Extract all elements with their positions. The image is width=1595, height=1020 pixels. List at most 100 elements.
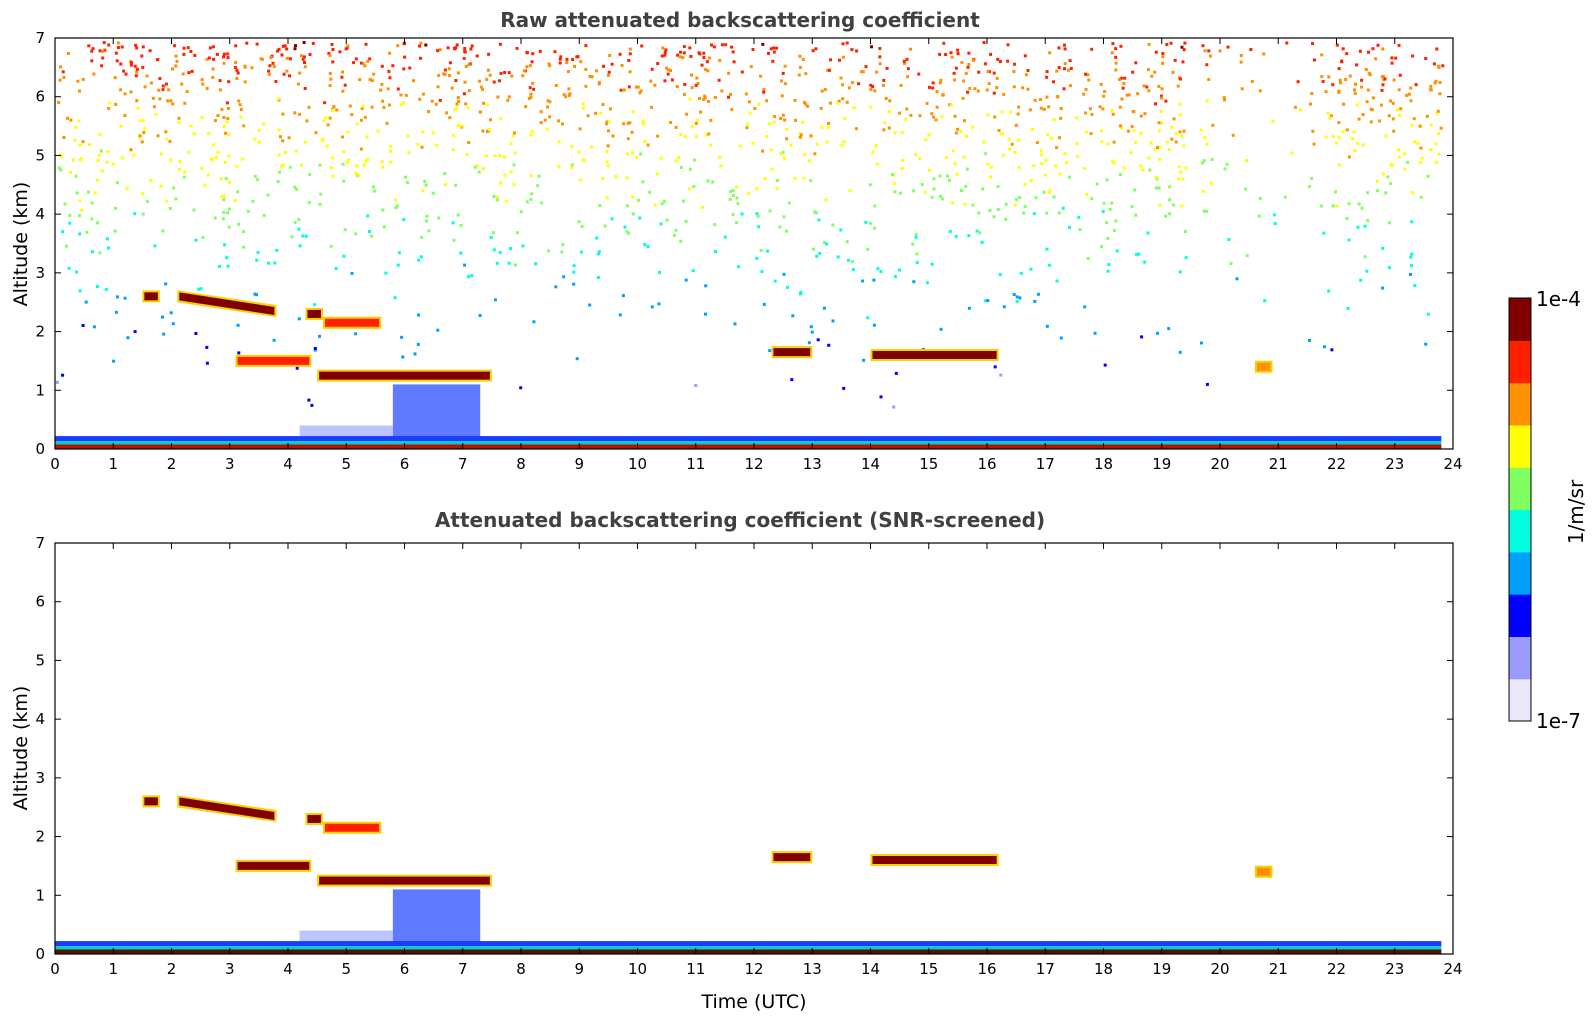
noise-pixel xyxy=(1012,85,1016,89)
noise-pixel xyxy=(852,106,856,110)
noise-pixel xyxy=(75,270,79,274)
noise-pixel xyxy=(745,126,749,130)
noise-pixel xyxy=(278,170,281,174)
noise-pixel xyxy=(772,46,776,50)
noise-pixel xyxy=(873,204,877,208)
noise-pixel xyxy=(1380,88,1384,92)
noise-pixel xyxy=(465,153,469,156)
noise-pixel xyxy=(770,167,774,171)
x-tick-label: 22 xyxy=(1327,455,1346,473)
noise-pixel xyxy=(767,51,770,55)
noise-pixel xyxy=(1161,61,1165,65)
noise-pixel xyxy=(361,104,365,108)
noise-pixel xyxy=(892,181,896,185)
noise-pixel xyxy=(1409,255,1413,259)
noise-pixel xyxy=(1376,43,1380,47)
noise-pixel xyxy=(1111,159,1114,163)
noise-pixel xyxy=(736,202,740,206)
noise-pixel xyxy=(688,97,692,101)
x-tick-label: 6 xyxy=(400,455,410,473)
noise-pixel xyxy=(879,270,883,273)
noise-pixel xyxy=(135,46,139,50)
noise-pixel xyxy=(1183,41,1187,45)
noise-pixel xyxy=(283,44,287,48)
noise-pixel xyxy=(226,117,230,120)
noise-pixel xyxy=(577,220,581,224)
noise-pixel xyxy=(707,99,711,103)
noise-pixel xyxy=(189,124,193,128)
noise-pixel xyxy=(1058,136,1061,140)
noise-pixel xyxy=(1170,125,1174,129)
noise-pixel xyxy=(791,314,795,318)
noise-pixel xyxy=(305,119,309,123)
noise-pixel xyxy=(462,92,466,96)
cloud-layer xyxy=(179,797,275,821)
noise-pixel xyxy=(534,262,538,266)
x-tick-label: 15 xyxy=(919,960,938,978)
noise-pixel xyxy=(498,79,501,83)
noise-pixel xyxy=(111,162,115,166)
noise-pixel xyxy=(918,114,922,118)
noise-pixel xyxy=(799,290,803,294)
noise-pixel xyxy=(906,75,909,79)
noise-pixel xyxy=(1153,147,1157,151)
noise-pixel xyxy=(513,151,517,155)
y-tick-label: 7 xyxy=(35,29,45,47)
noise-pixel xyxy=(1201,189,1205,193)
noise-pixel xyxy=(324,116,328,120)
noise-pixel xyxy=(1147,42,1151,46)
noise-pixel xyxy=(782,215,786,219)
noise-pixel xyxy=(1002,92,1006,96)
noise-pixel xyxy=(850,48,854,52)
noise-pixel xyxy=(814,47,818,51)
noise-pixel xyxy=(293,47,297,51)
noise-pixel xyxy=(402,67,406,71)
noise-pixel xyxy=(528,64,532,68)
noise-pixel xyxy=(905,57,909,61)
noise-pixel xyxy=(625,176,629,180)
noise-pixel xyxy=(1059,107,1063,110)
noise-pixel xyxy=(948,178,951,182)
noise-pixel xyxy=(98,251,102,255)
noise-pixel xyxy=(986,299,990,303)
x-tick-label: 8 xyxy=(516,960,526,978)
noise-pixel xyxy=(178,160,182,163)
noise-pixel xyxy=(942,41,946,45)
noise-pixel xyxy=(860,70,863,74)
noise-pixel xyxy=(140,54,144,58)
noise-pixel xyxy=(731,50,735,54)
noise-pixel xyxy=(342,150,346,154)
noise-pixel xyxy=(904,117,908,121)
x-tick-label: 21 xyxy=(1269,455,1288,473)
noise-pixel xyxy=(1063,152,1067,155)
noise-pixel xyxy=(960,60,964,64)
y-tick-label: 2 xyxy=(35,323,45,341)
noise-pixel xyxy=(709,118,713,122)
noise-pixel xyxy=(1086,73,1090,77)
noise-pixel xyxy=(1068,84,1072,88)
noise-pixel xyxy=(394,206,398,210)
noise-pixel xyxy=(88,143,91,147)
noise-pixel xyxy=(403,55,407,59)
noise-pixel xyxy=(1012,293,1016,296)
noise-pixel xyxy=(1209,181,1213,185)
noise-pixel xyxy=(779,116,783,120)
noise-pixel xyxy=(1209,54,1212,58)
noise-pixel xyxy=(78,232,82,236)
noise-pixel xyxy=(1068,225,1071,229)
noise-pixel xyxy=(748,111,752,115)
noise-pixel xyxy=(354,57,358,61)
noise-pixel xyxy=(761,149,765,153)
noise-pixel xyxy=(553,50,557,54)
noise-pixel xyxy=(868,183,872,187)
noise-pixel xyxy=(1004,202,1008,206)
noise-pixel xyxy=(939,78,943,82)
noise-pixel xyxy=(423,179,427,183)
noise-pixel xyxy=(738,144,742,148)
noise-pixel xyxy=(580,225,584,228)
noise-pixel xyxy=(1013,203,1017,207)
noise-pixel xyxy=(129,148,133,152)
noise-pixel xyxy=(1134,252,1138,256)
noise-pixel xyxy=(601,177,604,181)
noise-pixel xyxy=(665,218,669,222)
